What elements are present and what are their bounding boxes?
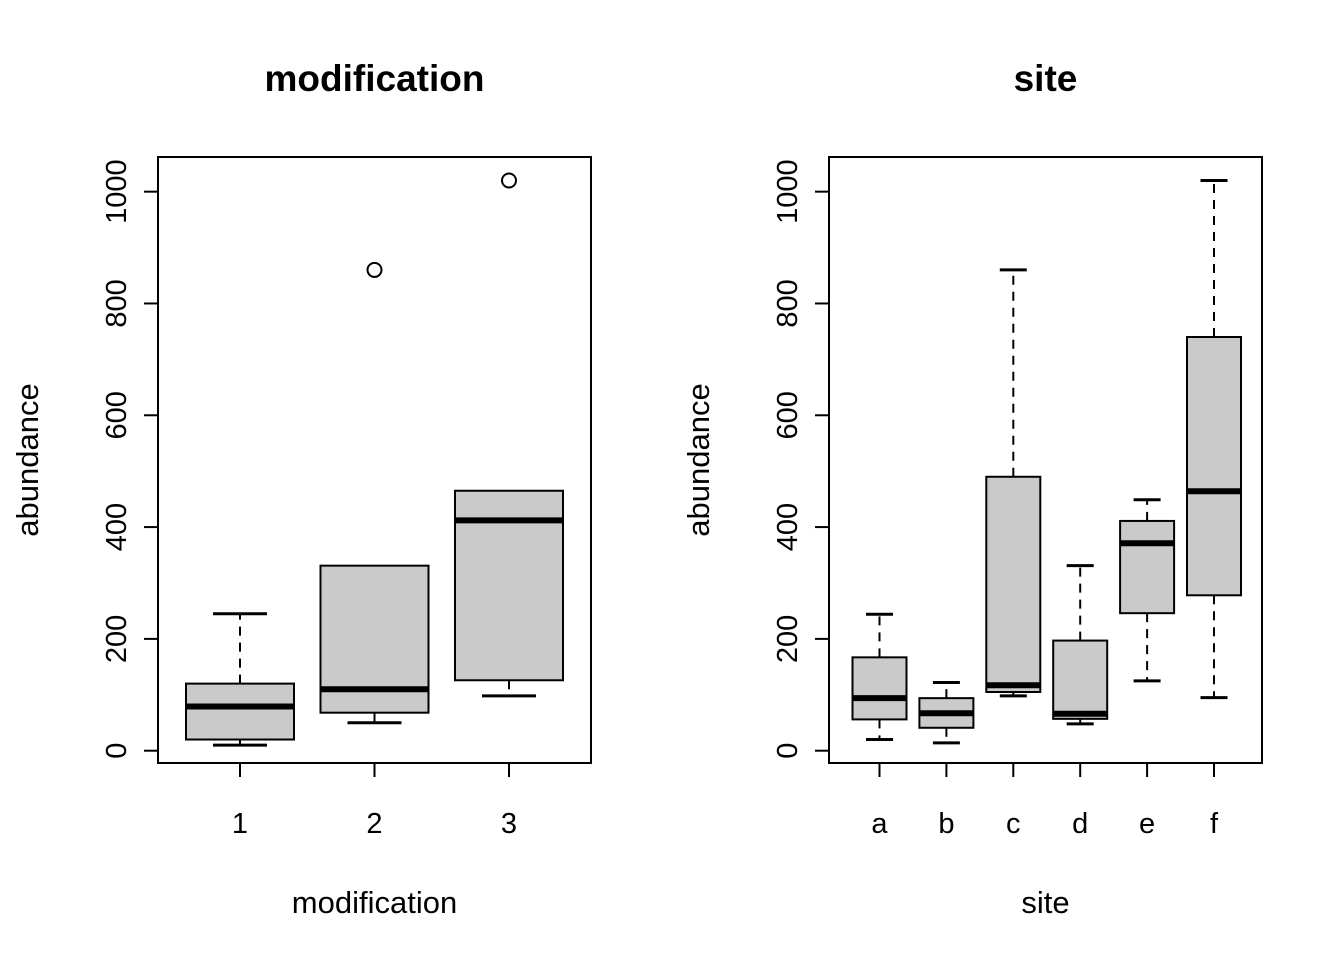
boxplot-box [985, 475, 1042, 694]
x-axis-label: site [1021, 885, 1069, 920]
y-axis-label: abundance [681, 383, 716, 536]
y-axis-tick-label: 0 [772, 743, 804, 759]
y-axis-tick-label: 800 [101, 279, 133, 327]
boxplot-box [851, 656, 908, 721]
x-axis-tick-label: 3 [501, 808, 517, 840]
y-axis-tick-label: 400 [101, 503, 133, 551]
x-axis-tick-label: b [938, 808, 954, 840]
x-axis-tick-label: a [871, 808, 888, 840]
x-axis-tick-label: 1 [232, 808, 248, 840]
y-axis-label: abundance [10, 383, 45, 536]
y-axis-tick-label: 400 [772, 503, 804, 551]
x-axis-tick-label: d [1072, 808, 1088, 840]
y-axis-tick-label: 800 [772, 279, 804, 327]
outlier-point [501, 172, 517, 189]
y-axis-tick-label: 600 [101, 391, 133, 439]
y-axis-tick-label: 1000 [772, 159, 804, 224]
panel-title: site [1014, 58, 1078, 99]
boxplot-box [1186, 336, 1242, 597]
boxplot-box [185, 682, 295, 741]
y-axis-tick-label: 200 [101, 615, 133, 663]
x-axis-tick-label: e [1139, 808, 1155, 840]
boxplot-box [1119, 519, 1176, 615]
x-axis-tick-label: f [1210, 808, 1219, 840]
x-axis-label: modification [292, 885, 457, 920]
y-axis-tick-label: 600 [772, 391, 804, 439]
x-axis-tick-label: c [1006, 808, 1021, 840]
panel-title: modification [265, 58, 485, 99]
y-axis-tick-label: 1000 [101, 159, 133, 224]
x-axis-tick-label: 2 [366, 808, 382, 840]
outlier-point [366, 261, 383, 278]
panel-frame [828, 156, 1263, 764]
y-axis-tick-label: 0 [101, 743, 133, 759]
boxplot-box [1052, 639, 1109, 720]
y-axis-tick-label: 200 [772, 615, 804, 663]
